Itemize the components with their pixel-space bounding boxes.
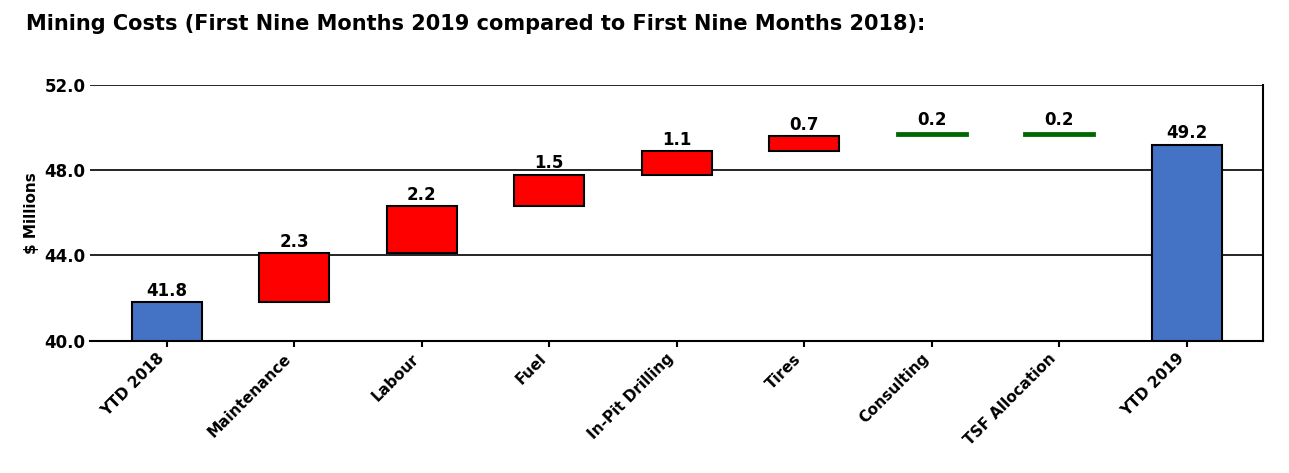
Bar — [1151, 145, 1222, 341]
Bar — [642, 151, 712, 175]
Bar — [770, 136, 839, 151]
Bar — [259, 254, 329, 302]
Bar — [897, 133, 967, 135]
Bar — [514, 175, 584, 207]
Y-axis label: $ Millions: $ Millions — [23, 172, 39, 254]
Text: 0.2: 0.2 — [916, 112, 946, 130]
Text: 2.3: 2.3 — [280, 233, 309, 251]
Bar — [387, 207, 456, 254]
Text: 41.8: 41.8 — [146, 282, 187, 300]
Text: 1.1: 1.1 — [663, 131, 691, 149]
Text: Mining Costs (First Nine Months 2019 compared to First Nine Months 2018):: Mining Costs (First Nine Months 2019 com… — [26, 14, 926, 34]
Text: 0.2: 0.2 — [1044, 112, 1074, 130]
Text: 1.5: 1.5 — [535, 154, 563, 172]
Text: 2.2: 2.2 — [407, 186, 437, 204]
Text: 0.7: 0.7 — [789, 116, 819, 134]
Text: 49.2: 49.2 — [1167, 124, 1208, 142]
Bar — [131, 302, 202, 341]
Bar — [1025, 133, 1094, 135]
